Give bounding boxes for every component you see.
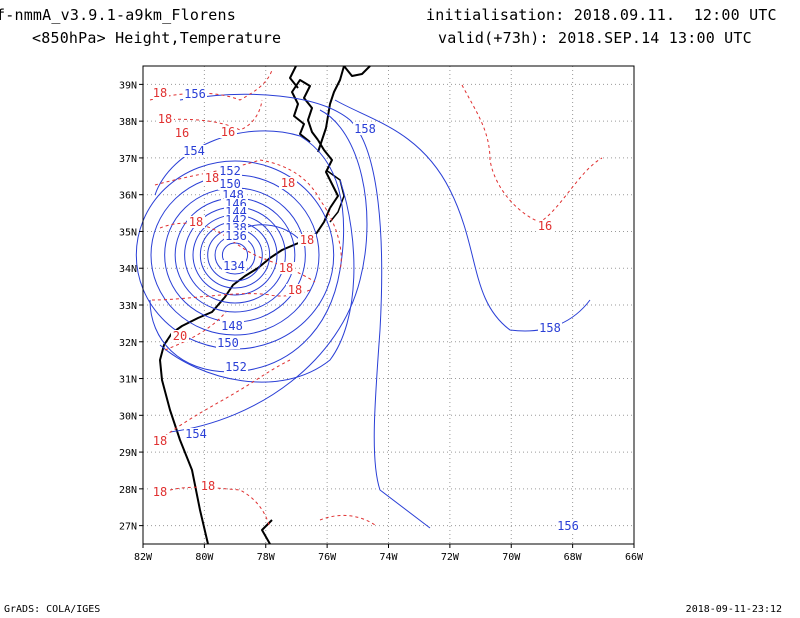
temperature-contour-label: 18	[153, 86, 167, 100]
lon-tick-label: 72W	[441, 552, 460, 563]
outer-banks	[325, 169, 345, 223]
lon-tick-label: 70W	[502, 552, 521, 563]
height-contour-labels: 1561581541521501481461441421381361341481…	[182, 87, 580, 533]
lat-tick-label: 27N	[119, 522, 137, 533]
temperature-contour-label: 18	[288, 283, 302, 297]
temperature-contour-label: 16	[538, 219, 552, 233]
height-contour-label: 150	[219, 177, 241, 191]
temperature-contour-label: 18	[189, 215, 203, 229]
height-contour-label: 154	[183, 144, 205, 158]
temperature-contour-label: 20	[173, 329, 187, 343]
lat-tick-label: 37N	[119, 154, 137, 165]
lon-tick-label: 76W	[318, 552, 337, 563]
height-contour-label: 134	[223, 259, 245, 273]
lat-tick-label: 29N	[119, 448, 137, 459]
initialisation-time: initialisation: 2018.09.11. 12:00 UTC	[426, 6, 777, 24]
temperature-contour-label: 16	[221, 125, 235, 139]
temperature-contour-label: 18	[201, 479, 215, 493]
lon-tick-label: 74W	[379, 552, 398, 563]
lon-tick-label: 80W	[195, 552, 214, 563]
height-contour-label: 154	[185, 427, 207, 441]
lat-tick-label: 34N	[119, 264, 137, 275]
field-title: <850hPa> Height,Temperature	[32, 29, 282, 47]
lat-tick-label: 35N	[119, 227, 137, 238]
height-contour-label: 148	[221, 319, 243, 333]
temperature-contour-label: 18	[153, 434, 167, 448]
lat-lon-grid	[143, 66, 634, 544]
height-contour-label: 158	[354, 122, 376, 136]
lat-tick-label: 33N	[119, 301, 137, 312]
height-contour-label: 156	[184, 87, 206, 101]
temperature-contour-label: 18	[158, 112, 172, 126]
height-contour-label: 158	[539, 321, 561, 335]
temperature-contour-label: 18	[153, 485, 167, 499]
lon-tick-label: 66W	[625, 552, 644, 563]
plot-timestamp: 2018-09-11-23:12	[685, 604, 782, 615]
axis-labels: 82W 80W 78W 76W 74W 72W 70W 68W 66W 27N 28N 29N 30N 3…	[119, 80, 644, 563]
plot-frame	[142, 65, 635, 545]
temperature-contour-label: 16	[175, 126, 189, 140]
height-contour-label: 136	[225, 229, 247, 243]
lon-tick-label: 82W	[134, 552, 153, 563]
lat-tick-label: 30N	[119, 411, 137, 422]
temperature-contour-label: 18	[279, 261, 293, 275]
axis-ticks	[139, 83, 635, 548]
height-contour-label: 152	[225, 360, 247, 374]
temperature-contour-label: 18	[300, 233, 314, 247]
lat-tick-label: 36N	[119, 191, 137, 202]
valid-time: valid(+73h): 2018.SEP.14 13:00 UTC	[438, 29, 752, 47]
height-contour-label: 150	[217, 336, 239, 350]
lat-tick-label: 32N	[119, 338, 137, 349]
lat-tick-label: 39N	[119, 80, 137, 91]
lon-tick-label: 68W	[564, 552, 583, 563]
lon-tick-label: 78W	[257, 552, 276, 563]
grads-credit: GrADS: COLA/IGES	[4, 604, 101, 615]
height-contour-label: 156	[557, 519, 579, 533]
lat-tick-label: 38N	[119, 117, 137, 128]
temperature-contour-label: 18	[205, 171, 219, 185]
temperature-contour-label: 18	[281, 176, 295, 190]
lat-tick-label: 28N	[119, 485, 137, 496]
model-title: f-nmmA_v3.9.1-a9km_Florens	[0, 6, 236, 24]
lat-tick-label: 31N	[119, 375, 137, 386]
height-contour-label: 152	[219, 164, 241, 178]
